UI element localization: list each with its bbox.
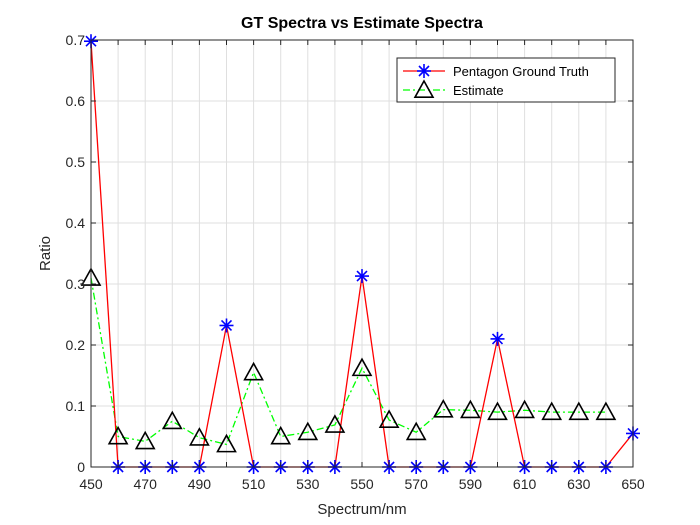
grid xyxy=(90,39,634,468)
y-tick-label: 0.3 xyxy=(66,276,86,292)
legend: Pentagon Ground Truth Estimate xyxy=(396,57,616,103)
y-tick-label: 0.1 xyxy=(66,398,86,414)
x-tick-label: 450 xyxy=(79,476,103,492)
x-axis-label: Spectrum/nm xyxy=(317,501,406,518)
data-point-asterisk xyxy=(355,269,369,284)
data-point-triangle xyxy=(107,425,129,445)
legend-marker-triangle xyxy=(413,79,435,98)
data-point-triangle xyxy=(324,414,346,433)
data-point-triangle xyxy=(351,357,373,377)
axis-ticks: 450 470 490 510 530 550 570 590 610 630 650 0 0.1 0.2… xyxy=(66,32,645,492)
y-tick-label: 0.4 xyxy=(66,215,86,231)
legend-marker-asterisk xyxy=(417,64,431,78)
data-point-triangle xyxy=(541,401,563,421)
x-tick-label: 470 xyxy=(134,476,158,492)
data-point-triangle xyxy=(216,433,237,453)
data-point-asterisk xyxy=(490,331,505,346)
data-point-triangle xyxy=(134,430,156,450)
y-tick-label: 0 xyxy=(77,459,85,475)
x-tick-label: 630 xyxy=(567,476,591,492)
series-1 xyxy=(90,277,606,446)
data-point-triangle xyxy=(243,361,264,381)
series-markers-1 xyxy=(80,267,617,453)
legend-box xyxy=(396,57,616,103)
data-point-triangle xyxy=(378,409,400,429)
chart-title: GT Spectra vs Estimate Spectra xyxy=(241,15,483,32)
x-tick-label: 650 xyxy=(621,476,645,492)
data-point-triangle xyxy=(568,401,590,421)
y-tick-label: 0.6 xyxy=(66,93,86,109)
series-line-1 xyxy=(90,277,606,446)
data-point-triangle xyxy=(595,401,617,421)
y-tick-label: 0.5 xyxy=(66,154,86,170)
data-point-triangle xyxy=(297,421,319,441)
data-point-triangle xyxy=(189,427,210,446)
legend-entry: Estimate xyxy=(403,79,504,98)
legend-entry: Pentagon Ground Truth xyxy=(403,64,589,79)
y-axis-label: Ratio xyxy=(37,236,54,271)
data-point-asterisk xyxy=(219,318,234,333)
data-point-triangle xyxy=(161,410,183,430)
data-point-triangle xyxy=(460,399,481,419)
x-tick-label: 610 xyxy=(513,476,537,492)
data-point-triangle xyxy=(270,425,292,445)
x-tick-label: 550 xyxy=(350,476,374,492)
legend-label: Estimate xyxy=(453,83,504,98)
data-point-triangle xyxy=(487,401,508,421)
data-point-triangle xyxy=(405,421,427,441)
x-tick-label: 590 xyxy=(459,476,483,492)
data-point-triangle xyxy=(514,399,535,419)
x-tick-label: 530 xyxy=(296,476,320,492)
legend-label: Pentagon Ground Truth xyxy=(453,64,589,79)
y-tick-label: 0.2 xyxy=(66,337,86,353)
x-tick-label: 510 xyxy=(242,476,266,492)
x-tick-label: 570 xyxy=(405,476,429,492)
x-tick-label: 490 xyxy=(188,476,212,492)
data-point-triangle xyxy=(432,399,454,418)
y-tick-label: 0.7 xyxy=(66,32,86,48)
